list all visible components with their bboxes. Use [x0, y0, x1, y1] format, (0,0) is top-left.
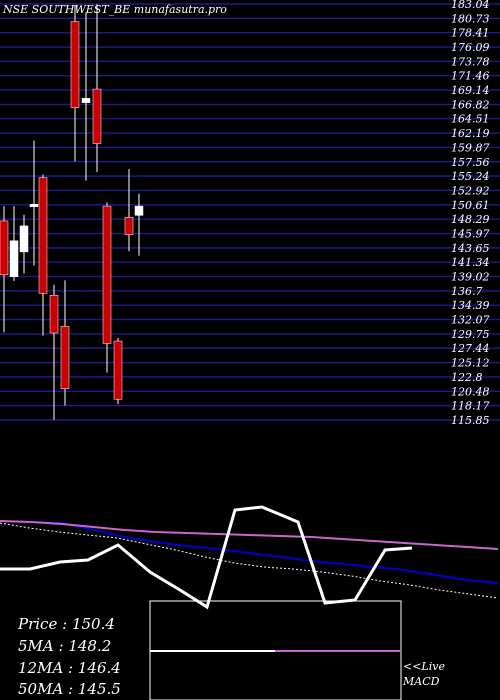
y-tick-label: 169.14	[451, 84, 490, 97]
price-value: 150.4	[71, 615, 115, 633]
y-tick-label: 162.19	[451, 127, 490, 140]
y-tick-label: 180.73	[451, 12, 490, 25]
y-tick-label: 125.12	[451, 357, 490, 370]
y-tick-label: 150.61	[451, 199, 490, 212]
price-grid	[0, 3, 500, 421]
ma-line-5ma	[0, 522, 499, 599]
moving-averages	[0, 520, 499, 599]
y-tick-label: 120.48	[451, 385, 490, 398]
y-tick-label: 173.78	[451, 55, 490, 68]
ma12-readout: 12MA : 146.4	[18, 659, 121, 677]
ma50-label: 50MA :	[18, 680, 74, 698]
y-tick-label: 176.09	[451, 41, 490, 54]
y-tick-label: 164.51	[451, 113, 490, 126]
y-tick-label: 183.04	[451, 0, 490, 11]
y-tick-label: 127.44	[451, 342, 490, 355]
y-tick-label: 141.34	[451, 256, 490, 269]
price-readout: Price : 150.4	[18, 615, 115, 633]
candle-body	[81, 98, 91, 103]
candle-body	[60, 325, 70, 389]
y-tick-label: 132.07	[451, 314, 490, 327]
y-tick-label: 166.82	[451, 98, 490, 111]
candle-body	[38, 177, 48, 294]
candle-body	[102, 205, 112, 344]
ma5-label: 5MA :	[18, 637, 64, 655]
ma5-readout: 5MA : 148.2	[18, 637, 111, 655]
macd-label: MACD	[403, 675, 440, 688]
chart-title: NSE SOUTHWEST_BE munafasutra.pro	[2, 3, 227, 16]
y-tick-label: 115.85	[451, 414, 490, 427]
y-tick-label: 118.17	[451, 400, 490, 413]
ma50-readout: 50MA : 145.5	[18, 680, 121, 698]
ma-line-50ma	[0, 520, 499, 550]
y-tick-label: 134.39	[451, 299, 490, 312]
y-tick-label: 159.87	[451, 141, 490, 154]
candle-body	[92, 88, 102, 144]
macd-panel	[0, 505, 413, 700]
price-label: Price :	[18, 615, 68, 633]
y-tick-label: 145.97	[451, 228, 490, 241]
candle-body	[29, 203, 39, 207]
candlesticks	[0, 4, 144, 420]
candle-body	[134, 205, 144, 216]
ma50-value: 145.5	[77, 680, 121, 698]
ma12-label: 12MA :	[18, 659, 74, 677]
y-tick-label: 136.7	[451, 285, 483, 298]
y-tick-label: 171.46	[451, 70, 490, 83]
y-tick-label: 178.41	[451, 27, 490, 40]
y-tick-label: 152.92	[451, 184, 490, 197]
candle-body	[124, 216, 134, 235]
candle-body	[0, 220, 9, 276]
y-tick-label: 129.75	[451, 328, 490, 341]
ma-line-12ma	[0, 520, 499, 584]
y-tick-label: 148.29	[451, 213, 490, 226]
candle-body	[113, 340, 123, 400]
y-tick-label: 122.8	[451, 371, 483, 384]
y-tick-label: 143.65	[451, 242, 490, 255]
macd-live-label: <<Live	[403, 660, 445, 673]
candle-body	[70, 21, 80, 108]
y-tick-label: 155.24	[451, 170, 490, 183]
candle-body	[49, 294, 59, 334]
candle-body	[19, 225, 29, 253]
ma5-value: 148.2	[68, 637, 112, 655]
ma12-value: 146.4	[77, 659, 121, 677]
y-tick-label: 139.02	[451, 271, 490, 284]
y-tick-label: 157.56	[451, 156, 490, 169]
macd-line	[0, 505, 413, 610]
candle-body	[9, 240, 19, 277]
